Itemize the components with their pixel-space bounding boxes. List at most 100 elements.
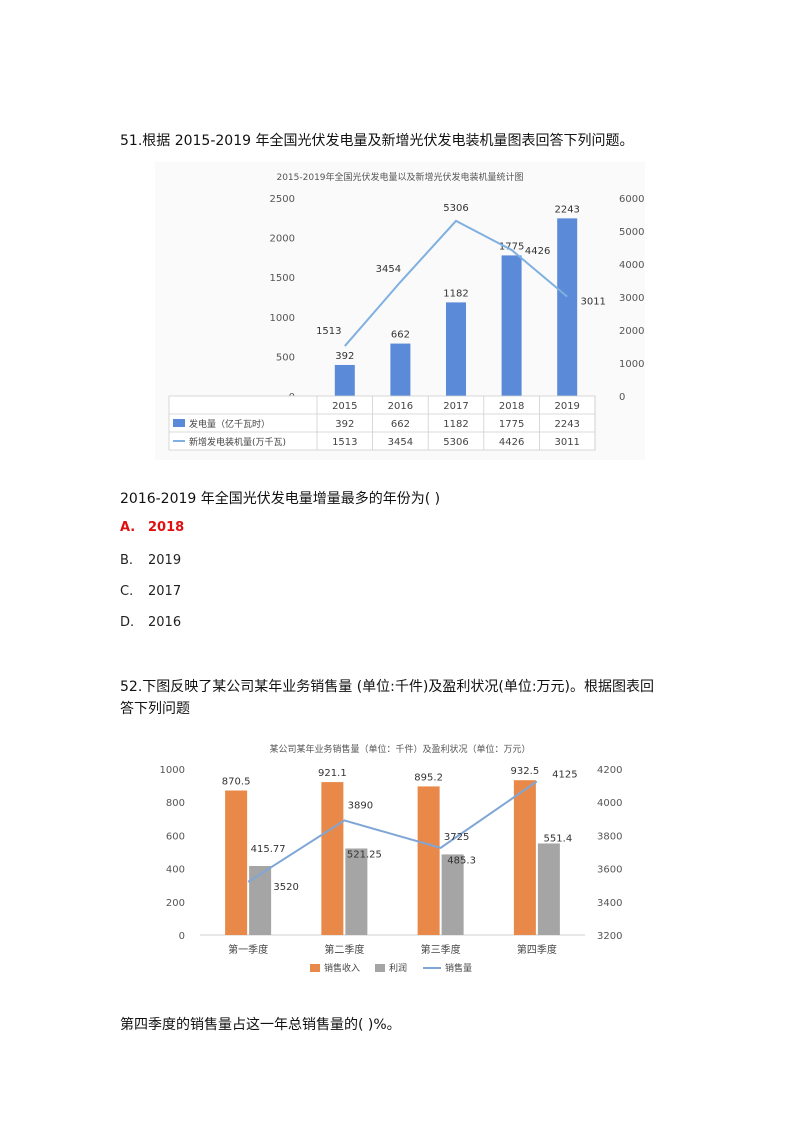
chart-1-category: 2018 xyxy=(499,401,524,412)
option-d-letter: D. xyxy=(120,615,135,630)
option-a-letter: A. xyxy=(120,520,136,535)
chart-2-category: 第二季度 xyxy=(324,943,364,956)
chart-1-table-line-value: 3454 xyxy=(388,437,413,448)
option-b-letter: B. xyxy=(120,553,134,568)
chart-2-legend-volume-label: 销售量 xyxy=(445,962,472,974)
chart-1-bar xyxy=(557,218,578,396)
chart-1-left-tick: 500 xyxy=(276,352,295,363)
chart-1-category: 2017 xyxy=(443,401,468,412)
chart-2-volume-label: 3890 xyxy=(348,800,373,811)
question-51-stem: 51.根据 2015-2019 年全国光伏发电量及新增光伏发电装机量图表回答下列… xyxy=(120,133,634,149)
option-b[interactable]: B. 2019 xyxy=(120,553,181,568)
chart-1-table-line-value: 1513 xyxy=(332,437,357,448)
chart-2-left-tick: 0 xyxy=(179,931,185,942)
chart-2-title: 某公司某年业务销售量（单位：千件）及盈利状况（单位：万元） xyxy=(269,743,530,755)
chart-2-legend-revenue-swatch xyxy=(310,964,320,972)
chart-2-profit-label: 415.77 xyxy=(251,844,286,855)
chart-1-category: 2016 xyxy=(388,401,413,412)
chart-2-volume-line xyxy=(247,780,538,883)
chart-2-profit-label: 485.3 xyxy=(447,855,476,866)
chart-1-table-line-value: 5306 xyxy=(443,437,468,448)
option-a[interactable]: A. 2018 xyxy=(120,520,184,535)
chart-2-category: 第三季度 xyxy=(421,943,461,956)
chart-2-left-tick: 200 xyxy=(166,898,185,909)
chart-1-category: 2019 xyxy=(554,401,579,412)
chart-1-bar xyxy=(390,343,411,396)
chart-1-table-line-value: 3011 xyxy=(554,437,579,448)
chart-2-right-tick: 3800 xyxy=(597,831,622,842)
chart-2-left-tick: 600 xyxy=(166,831,185,842)
chart-1-bar-label: 1182 xyxy=(443,288,468,299)
chart-1-line xyxy=(344,219,568,347)
chart-1-right-tick: 4000 xyxy=(619,260,644,271)
chart-1-right-tick: 6000 xyxy=(619,194,644,205)
chart-1-table-bar-value: 2243 xyxy=(554,419,579,430)
option-d-text: 2016 xyxy=(148,615,182,630)
chart-2-right-tick: 3400 xyxy=(597,898,622,909)
chart-1-line-label: 4426 xyxy=(525,246,550,257)
chart-1-bar-label: 662 xyxy=(391,330,410,341)
chart-2-svg: 某公司某年业务销售量（单位：千件）及盈利状况（单位：万元） 0 200 400 600 8… xyxy=(160,743,623,974)
chart-2-revenue-label: 921.1 xyxy=(318,768,347,779)
chart-2-profit-bar xyxy=(537,843,560,935)
chart-1-left-tick: 1000 xyxy=(270,313,295,324)
chart-2-profit-label: 551.4 xyxy=(544,833,573,844)
option-a-text: 2018 xyxy=(148,520,185,535)
chart-1-line-label: 1513 xyxy=(316,326,341,337)
chart-2-right-tick: 3600 xyxy=(597,865,622,876)
chart-1-legend-bar-swatch xyxy=(173,419,185,427)
chart-2-category: 第四季度 xyxy=(517,943,557,956)
question-51-prompt: 2016-2019 年全国光伏发电量增量最多的年份为( ) xyxy=(120,491,441,507)
chart-2-revenue-bar xyxy=(321,782,344,935)
chart-1-legend-line-label: 新增发电装机量(万千瓦) xyxy=(189,436,286,448)
question-52-stem-line1: 52.下图反映了某公司某年业务销售量 (单位:千件)及盈利状况(单位:万元)。根… xyxy=(120,679,654,695)
chart-2-legend-revenue-label: 销售收入 xyxy=(324,962,360,974)
chart-2-left-tick: 1000 xyxy=(160,765,185,776)
chart-1-container: 2015-2019年全国光伏发电量以及新增光伏发电装机量统计图 0 500 1000 1… xyxy=(155,162,645,460)
chart-2-volume-label: 3520 xyxy=(273,882,298,893)
option-b-text: 2019 xyxy=(148,553,182,568)
chart-2-volume-label: 4125 xyxy=(552,769,577,780)
chart-1-left-tick: 2500 xyxy=(270,194,295,205)
chart-1-category: 2015 xyxy=(332,401,357,412)
chart-2-container: 某公司某年业务销售量（单位：千件）及盈利状况（单位：万元） 0 200 400 600 8… xyxy=(155,740,645,985)
chart-1-table-line-value: 4426 xyxy=(499,437,524,448)
chart-1-left-tick: 2000 xyxy=(270,234,295,245)
option-c-letter: C. xyxy=(120,584,134,599)
chart-2-legend-profit-swatch xyxy=(375,964,385,972)
question-52-stem-line2: 答下列问题 xyxy=(120,701,190,717)
chart-2-category: 第一季度 xyxy=(228,943,268,956)
chart-1-line-label: 3454 xyxy=(376,264,401,275)
chart-1-bar xyxy=(446,302,466,396)
chart-1-svg: 2015-2019年全国光伏发电量以及新增光伏发电装机量统计图 0 500 1000 1… xyxy=(168,171,644,451)
chart-1-right-tick: 1000 xyxy=(619,359,644,370)
chart-2-revenue-bar xyxy=(225,790,248,935)
chart-2-left-tick: 400 xyxy=(166,865,185,876)
chart-2-volume-label: 3725 xyxy=(444,832,469,843)
chart-1-left-tick: 1500 xyxy=(270,273,295,284)
chart-1-title: 2015-2019年全国光伏发电量以及新增光伏发电装机量统计图 xyxy=(276,171,523,183)
chart-2-revenue-bar xyxy=(417,786,440,935)
chart-1-line-label: 5306 xyxy=(443,203,468,214)
chart-1-right-tick: 5000 xyxy=(619,227,644,238)
chart-1-table-bar-value: 1182 xyxy=(443,419,468,430)
chart-1-bar xyxy=(501,255,522,396)
option-c[interactable]: C. 2017 xyxy=(120,584,181,599)
chart-2-profit-label: 521.25 xyxy=(347,849,382,860)
option-c-text: 2017 xyxy=(148,584,182,599)
chart-2-profit-bar xyxy=(345,848,368,935)
chart-2-right-tick: 4000 xyxy=(597,798,622,809)
chart-1-table-bar-value: 662 xyxy=(391,419,410,430)
chart-2-right-tick: 3200 xyxy=(597,931,622,942)
chart-2-legend-profit-label: 利润 xyxy=(389,962,407,974)
chart-2-profit-bar xyxy=(249,865,272,935)
chart-1-line-label: 3011 xyxy=(580,297,605,308)
chart-1-bar-label: 1775 xyxy=(499,241,524,252)
chart-2-revenue-label: 932.5 xyxy=(511,766,540,777)
chart-1-bar-label: 392 xyxy=(335,351,354,362)
chart-2-revenue-bar xyxy=(513,780,536,935)
chart-1-right-tick: 2000 xyxy=(619,326,644,337)
chart-1-bar xyxy=(334,364,355,396)
option-d[interactable]: D. 2016 xyxy=(120,615,181,630)
chart-2-revenue-label: 895.2 xyxy=(414,772,443,783)
